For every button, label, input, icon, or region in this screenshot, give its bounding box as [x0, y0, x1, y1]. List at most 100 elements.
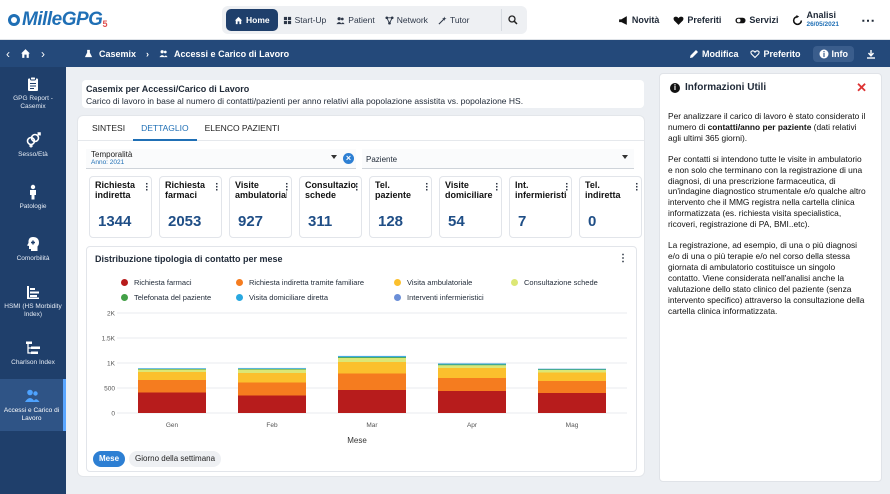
legend-item[interactable]: Richiesta farmaci: [121, 278, 192, 287]
nav-home[interactable]: Home: [226, 9, 278, 31]
bar-segment: [538, 381, 606, 393]
kpi-label: Consultazione schede: [305, 180, 357, 200]
sidebar-item-label: Sesso/Età: [18, 150, 48, 158]
legend-label: Visita domiciliare diretta: [249, 293, 329, 302]
legend-label: Consultazione schede: [524, 278, 598, 287]
more-vertical-icon[interactable]: · · ·: [145, 179, 149, 196]
head-icon: [27, 236, 39, 251]
kpi-label: Tel. indiretta: [585, 180, 621, 200]
detail-panel: SINTESI DETTAGLIO ELENCO PAZIENTI Tempor…: [77, 115, 645, 477]
legend-dot-icon: [236, 294, 243, 301]
y-tick-label: 500: [104, 386, 115, 393]
info-button[interactable]: Info: [812, 45, 854, 62]
more-vertical-icon[interactable]: · · ·: [215, 179, 219, 196]
preferiti-button[interactable]: Preferiti: [673, 15, 721, 26]
bars-icon: [27, 286, 39, 299]
home-icon[interactable]: [20, 48, 31, 59]
info-icon: [819, 49, 828, 58]
bar-segment: [338, 373, 406, 390]
legend-item[interactable]: Visita ambulatoriale: [394, 278, 472, 287]
logo-text: MilleGPG: [22, 9, 103, 30]
logo-mark-icon: [8, 14, 20, 26]
forward-chevron-icon[interactable]: ›: [41, 46, 45, 61]
bar-segment: [338, 357, 406, 358]
sidebar-item-gpg-report[interactable]: GPG Report - Casemix: [0, 67, 66, 119]
toggle-mese[interactable]: Mese: [93, 451, 126, 467]
page-header: Casemix per Accessi/Carico di Lavoro Car…: [82, 80, 644, 108]
toggle-giorno-settimana[interactable]: Giorno della settimana: [129, 451, 222, 467]
legend-label: Interventi infermieristici: [407, 293, 484, 302]
back-chevron-icon[interactable]: ‹: [6, 46, 10, 61]
analisi-button[interactable]: Analisi 26/05/2021: [792, 11, 839, 29]
more-vertical-icon[interactable]: · · ·: [425, 179, 429, 196]
more-vertical-icon[interactable]: · · ·: [355, 179, 359, 196]
x-tick-label: Feb: [266, 422, 278, 429]
search-icon: [507, 15, 518, 25]
download-icon[interactable]: [866, 49, 876, 59]
kpi-row: Richiesta indiretta · · · 1344 Richiesta far…: [89, 176, 642, 238]
preferito-label: Preferito: [763, 48, 801, 59]
temporalita-select[interactable]: Temporalità Anno: 2021 ×: [86, 149, 356, 169]
nav-startup[interactable]: Start-Up: [278, 9, 332, 31]
toggle-icon: [735, 17, 746, 23]
kpi-label: Visite ambulatoriali: [235, 180, 287, 200]
legend-label: Visita ambulatoriale: [407, 278, 473, 287]
x-tick-label: Mar: [366, 422, 378, 429]
sidebar-item-comorbilita[interactable]: Comorbilità: [0, 223, 66, 275]
legend-dot-icon: [121, 294, 128, 301]
bar-segment: [338, 358, 406, 362]
y-tick-label: 1K: [107, 361, 116, 368]
sidebar-item-sesso-eta[interactable]: Sesso/Età: [0, 119, 66, 171]
novita-button[interactable]: Novità: [618, 15, 659, 26]
bar-segment: [438, 378, 506, 391]
chart-title: Distribuzione tipologia di contatto per …: [95, 254, 283, 264]
paziente-select[interactable]: Paziente: [362, 149, 634, 169]
nav-network[interactable]: Network: [380, 9, 433, 31]
info-text: Per analizzare il carico di lavoro è sta…: [668, 111, 866, 132]
more-vertical-icon[interactable]: · · ·: [285, 179, 289, 196]
more-vertical-icon[interactable]: · · ·: [495, 179, 499, 196]
bar-segment: [438, 364, 506, 366]
legend-item[interactable]: Consultazione schede: [511, 278, 598, 287]
more-vertical-icon[interactable]: · · ·: [635, 179, 639, 196]
preferito-button[interactable]: Preferito: [750, 48, 801, 59]
sidebar-item-hsmi[interactable]: HSMI (HS Morbidity Index): [0, 275, 66, 327]
flask-icon: [84, 49, 93, 58]
legend-item[interactable]: Interventi infermieristici: [394, 293, 484, 302]
legend-dot-icon: [511, 279, 518, 286]
users-icon: [159, 50, 168, 58]
breadcrumb-root[interactable]: Casemix: [99, 48, 137, 59]
sidebar-item-patologie[interactable]: Patologie: [0, 171, 66, 223]
filters-row: Temporalità Anno: 2021 × Paziente: [86, 149, 638, 169]
more-menu-icon[interactable]: ⋯: [861, 11, 876, 28]
kpi-label: Richiesta indiretta: [95, 180, 136, 200]
clear-icon[interactable]: ×: [343, 153, 354, 164]
tab-bar: SINTESI DETTAGLIO ELENCO PAZIENTI: [78, 116, 644, 141]
close-icon[interactable]: ✕: [856, 80, 867, 95]
home-icon: [234, 16, 243, 24]
modifica-button[interactable]: Modifica: [689, 49, 738, 59]
nav-network-label: Network: [396, 15, 428, 25]
info-paragraph-3: La registrazione, ad esempio, di una o p…: [668, 240, 865, 316]
more-vertical-icon[interactable]: ⋮: [618, 253, 628, 264]
nav-tutor[interactable]: Tutor: [433, 9, 475, 31]
tab-sintesi[interactable]: SINTESI: [92, 123, 126, 133]
legend-dot-icon: [121, 279, 128, 286]
bar-segment: [538, 393, 606, 413]
kpi-label: Visite domiciliare: [445, 180, 493, 200]
tab-elenco-pazienti[interactable]: ELENCO PAZIENTI: [204, 123, 280, 133]
search-button[interactable]: [501, 9, 523, 31]
more-vertical-icon[interactable]: · · ·: [565, 179, 569, 196]
sidebar-item-accessi[interactable]: Accessi e Carico di Lavoro: [0, 379, 66, 431]
tab-dettaglio[interactable]: DETTAGLIO: [133, 116, 197, 141]
sidebar-item-charlson[interactable]: Charlson Index: [0, 327, 66, 379]
legend-item[interactable]: Telefonata del paziente: [121, 293, 211, 302]
app-logo[interactable]: MilleGPG 5: [8, 9, 107, 31]
servizi-button[interactable]: Servizi: [735, 15, 778, 26]
sidebar-item-label: Patologie: [19, 202, 47, 210]
kpi-label: Richiesta farmaci: [165, 180, 206, 200]
legend-item[interactable]: Richiesta indiretta tramite familiare: [236, 278, 364, 287]
legend-item[interactable]: Visita domiciliare diretta: [236, 293, 328, 302]
nav-patient[interactable]: Patient: [331, 9, 379, 31]
sidebar-item-label: Comorbilità: [16, 254, 50, 262]
